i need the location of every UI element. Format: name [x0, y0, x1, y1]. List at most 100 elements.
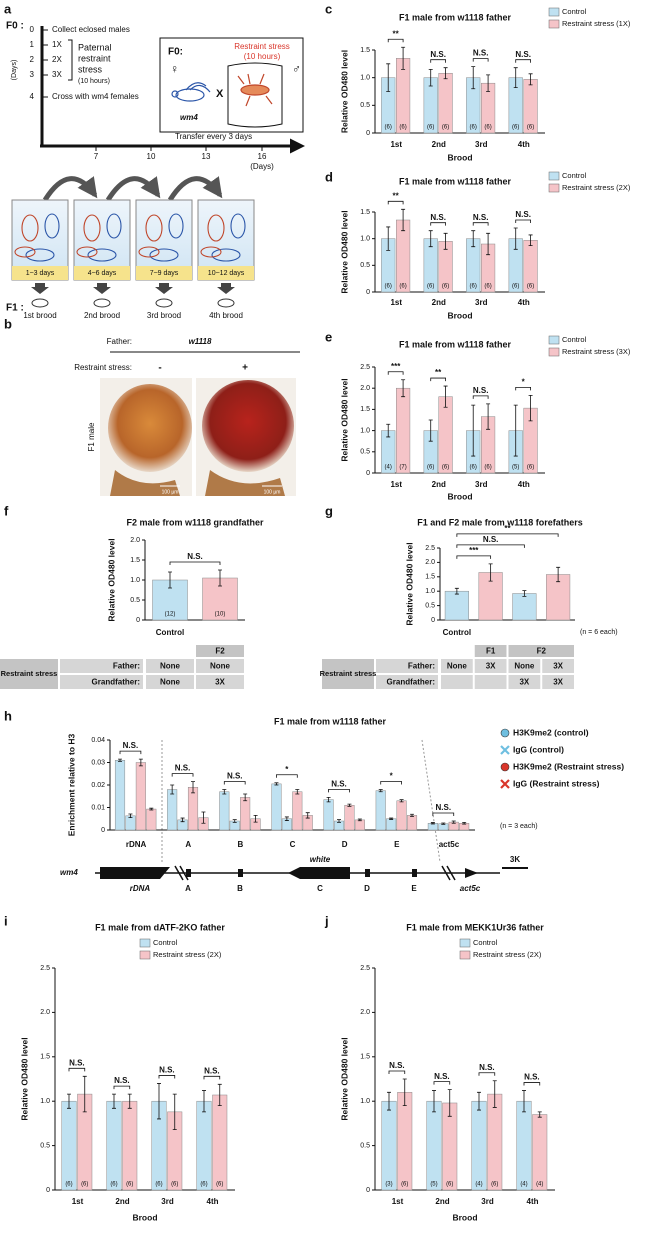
stress-label: (10 hours): [78, 78, 110, 85]
table-stub: [0, 659, 58, 689]
n-label: (6): [442, 125, 449, 131]
legend-label: Restraint stress (1X): [562, 19, 631, 28]
significance-bracket: [430, 59, 446, 63]
table-header: [474, 645, 507, 657]
x-tick-label: 4th: [518, 298, 530, 307]
feature: act5c: [460, 884, 481, 893]
step: 2X: [52, 55, 62, 64]
error-bar: [357, 818, 362, 822]
x-tick-label: 3rd: [475, 298, 488, 307]
n-label: (6): [470, 125, 477, 131]
significance-label: **: [435, 368, 442, 377]
strain: wm4: [60, 868, 78, 877]
table-stub-label: Restraint stress: [320, 669, 377, 678]
legend-label: Control: [562, 335, 587, 344]
n-label: (6): [427, 465, 434, 471]
table-cell-text: 3X: [553, 678, 563, 687]
y-tick-label: 0.5: [130, 597, 140, 604]
significance-bracket: [515, 387, 531, 391]
error-bar: [428, 419, 433, 442]
chart-title: F1 male from w1118 father: [399, 176, 512, 186]
table-header-label: F1: [486, 647, 496, 656]
chart-title: F1 male from w1118 father: [399, 12, 512, 22]
significance-bracket: [387, 371, 404, 375]
step: Cross with wm4 females: [52, 92, 139, 101]
error-bar: [128, 813, 133, 819]
x-tick-label: act5c: [439, 840, 460, 849]
n-label: (6): [200, 1182, 207, 1188]
legend-swatch: [459, 950, 471, 960]
unit: (Days): [250, 162, 274, 171]
step: 1X: [52, 40, 62, 49]
chart-title: F1 male from w1118 father: [399, 339, 512, 349]
error-bar: [82, 1075, 87, 1113]
n-label: (6): [527, 125, 534, 131]
table-cell-text: None: [160, 662, 181, 671]
y-tick-label: 1.5: [360, 47, 370, 54]
significance-bracket: [433, 1081, 451, 1085]
table-cell: [146, 675, 194, 689]
step: Collect eclosed males: [52, 25, 130, 34]
error-bar: [430, 822, 435, 825]
significance-label: N.S.: [483, 535, 499, 544]
bar: [187, 787, 199, 831]
y-tick-label: 1.5: [360, 1054, 370, 1061]
generation: F1 :: [6, 303, 24, 314]
y-tick-label: 0: [366, 289, 370, 296]
n-label: (6): [427, 284, 434, 290]
bar: [375, 790, 386, 831]
day: 13: [202, 152, 211, 161]
n-label: (5): [512, 465, 519, 471]
n-label: (6): [484, 284, 491, 290]
n-label: (6): [65, 1182, 72, 1188]
legend-label: Control: [153, 938, 178, 947]
significance-label: N.S.: [434, 1072, 450, 1081]
table-header-label: F2: [215, 647, 225, 656]
legend-label: H3K9me2 (control): [513, 727, 589, 737]
significance-bracket: [388, 1070, 406, 1074]
legend-marker: [500, 728, 510, 738]
error-bar: [172, 1093, 177, 1131]
bar: [212, 1094, 228, 1191]
error-bar: [401, 46, 406, 70]
significance-bracket: [432, 812, 455, 816]
y-tick-label: 2.0: [360, 385, 370, 392]
bar: [135, 762, 146, 831]
legend-swatch: [548, 171, 560, 181]
error-bar: [528, 73, 533, 86]
error-bar: [149, 807, 154, 811]
scale-label: 100 µm: [162, 489, 179, 495]
stress-label: stress: [78, 64, 103, 74]
error-bar: [218, 569, 222, 587]
y-tick-label: 0: [366, 130, 370, 137]
error-bar: [217, 1083, 222, 1107]
bar: [397, 1092, 413, 1191]
error-bar: [447, 1089, 452, 1117]
bar: [487, 1093, 503, 1191]
x-tick-label: Control: [443, 628, 471, 637]
head: [110, 470, 180, 496]
x-tick-label: 1st: [390, 480, 402, 489]
error-bar: [402, 1078, 407, 1107]
legend-label: Control: [473, 938, 498, 947]
significance-bracket: [387, 200, 404, 205]
cross-box: [159, 37, 304, 133]
panel-a: F0 : (Days) 0 1 2 3 4 Collect eclosed ma…: [6, 21, 305, 320]
n-label: (6): [155, 1182, 162, 1188]
y-tick-label: 1.0: [360, 236, 370, 243]
significance-bracket: [171, 773, 194, 777]
significance-label: N.S.: [123, 741, 139, 750]
y-tick-label: 0.02: [91, 782, 105, 789]
x-tick-label: 2nd: [432, 140, 446, 149]
table-row-label: Father:: [113, 662, 140, 671]
strain: wm4: [180, 113, 198, 122]
error-bar: [486, 403, 491, 430]
y-axis-label: Relative OD480 level: [404, 542, 414, 625]
significance-label: **: [393, 29, 400, 38]
n-label: (4): [385, 465, 392, 471]
y-tick-label: 1.0: [360, 1098, 370, 1105]
x-tick-label: B: [237, 840, 243, 849]
label: Father:: [107, 337, 132, 346]
bar: [122, 1100, 138, 1191]
error-bar: [305, 812, 310, 819]
